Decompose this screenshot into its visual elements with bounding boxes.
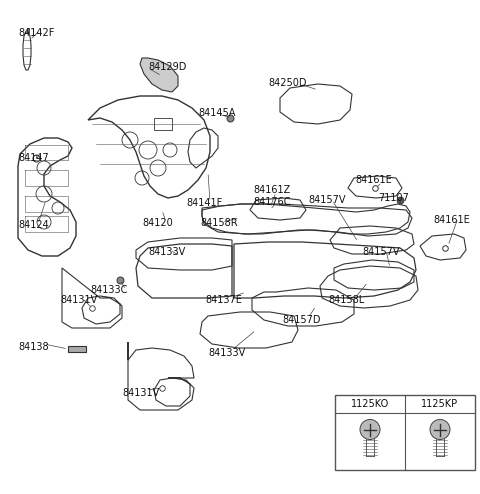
Polygon shape <box>68 346 86 352</box>
Text: 71107: 71107 <box>378 193 409 203</box>
Text: 84133V: 84133V <box>148 247 185 257</box>
Text: 84124: 84124 <box>18 220 49 230</box>
Text: 84137E: 84137E <box>205 295 242 305</box>
Text: 84157V: 84157V <box>308 195 346 205</box>
Text: 1125KP: 1125KP <box>421 399 458 409</box>
Text: 84176C: 84176C <box>253 197 290 207</box>
Text: 84161Z: 84161Z <box>253 185 290 195</box>
Text: 84161E: 84161E <box>433 215 470 225</box>
Text: 84147: 84147 <box>18 153 49 163</box>
Text: 84131V: 84131V <box>60 295 97 305</box>
Polygon shape <box>140 58 178 92</box>
Text: 84161E: 84161E <box>355 175 392 185</box>
Text: 84145A: 84145A <box>198 108 235 118</box>
Text: 84157D: 84157D <box>282 315 321 325</box>
Text: 84129D: 84129D <box>148 62 186 72</box>
Text: 84138: 84138 <box>18 342 48 352</box>
Text: 84142F: 84142F <box>18 28 54 38</box>
Bar <box>335 395 475 470</box>
Circle shape <box>360 419 380 440</box>
Text: 84250D: 84250D <box>268 78 307 88</box>
Text: 84157V: 84157V <box>362 247 399 257</box>
Text: 84133C: 84133C <box>90 285 127 295</box>
Text: 84120: 84120 <box>142 218 173 228</box>
Text: 84141F: 84141F <box>186 198 222 208</box>
Text: 84158L: 84158L <box>328 295 364 305</box>
Circle shape <box>430 419 450 440</box>
Text: 84131V: 84131V <box>122 388 159 398</box>
Text: 84133V: 84133V <box>208 348 245 358</box>
Text: 1125KO: 1125KO <box>351 399 389 409</box>
Text: 84158R: 84158R <box>200 218 238 228</box>
